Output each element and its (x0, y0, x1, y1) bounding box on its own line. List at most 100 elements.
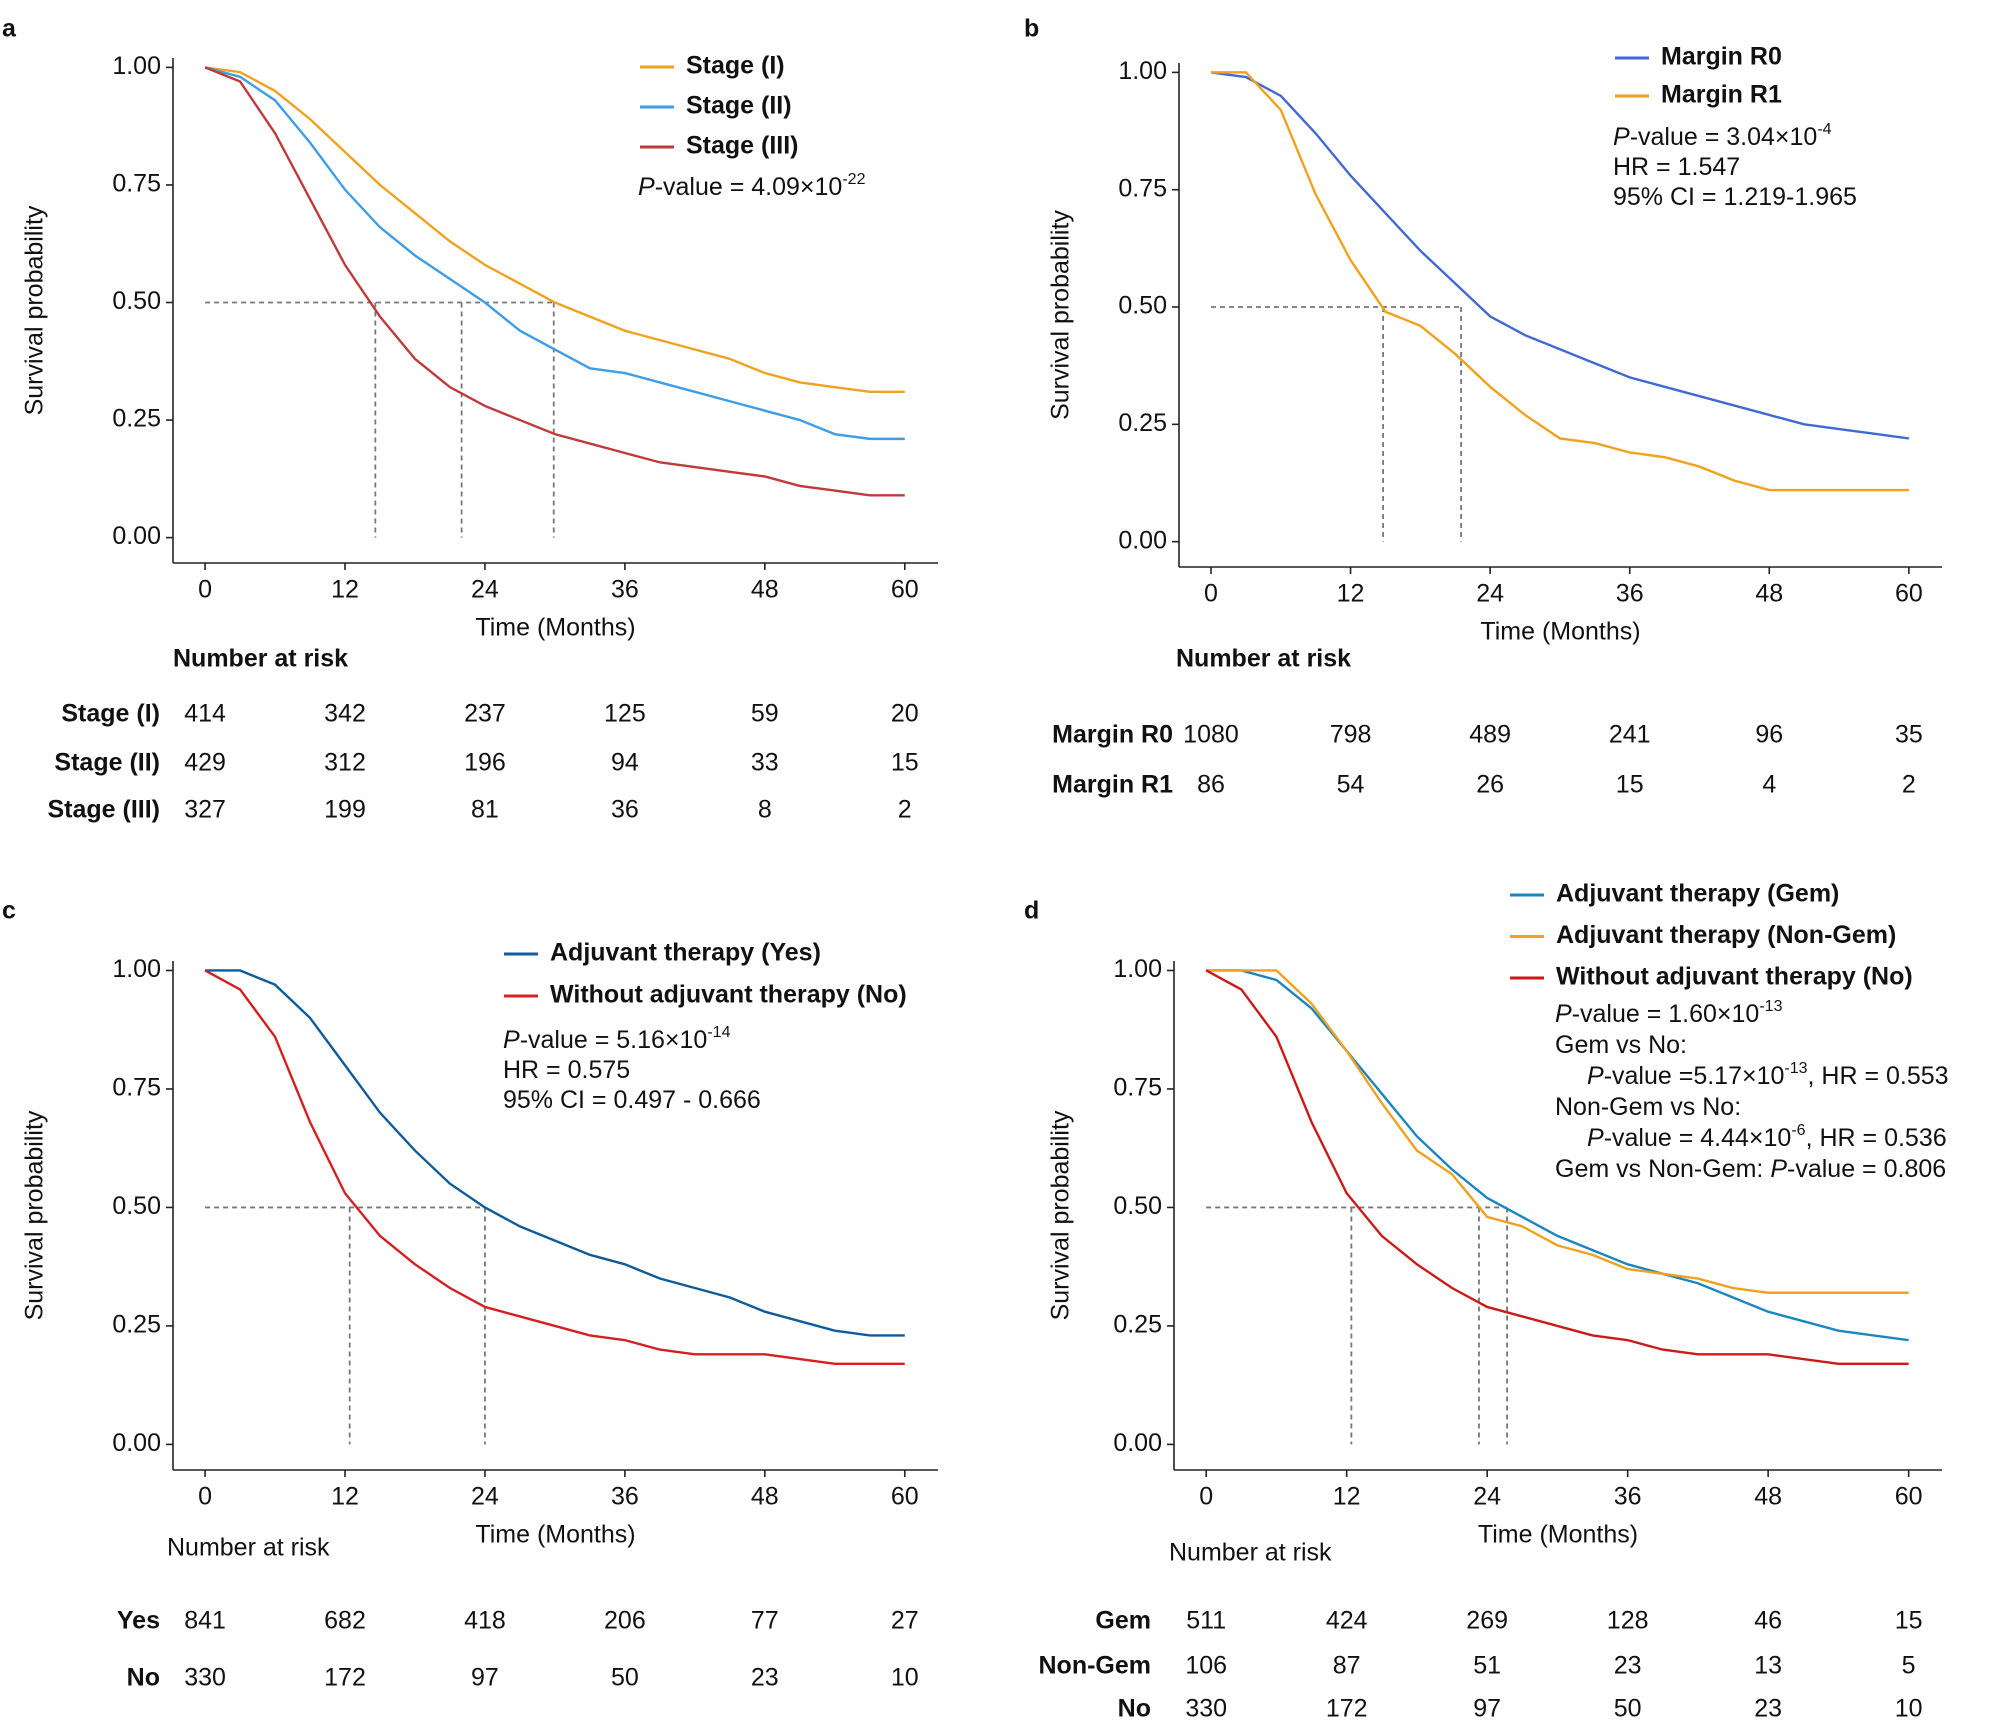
risk-row-name: Stage (III) (47, 796, 160, 824)
x-tick-label: 12 (331, 576, 359, 604)
legend-label: Margin R1 (1661, 81, 1782, 109)
risk-count: 489 (1469, 721, 1511, 749)
annotation-part: 95% CI = 1.219-1.965 (1613, 183, 1857, 211)
risk-count: 342 (324, 700, 366, 728)
survival-curve (204, 969, 905, 1366)
legend-label: Stage (II) (686, 92, 792, 120)
annotation: Gem vs Non-Gem: P-value = 0.806 (1555, 1155, 1946, 1183)
risk-count: 196 (464, 749, 506, 777)
y-tick-label: 1.00 (1113, 955, 1162, 983)
risk-count: 429 (184, 749, 226, 777)
annotation-part: P (1587, 1062, 1604, 1090)
risk-row-name: No (127, 1664, 160, 1692)
annotation-part: -value = 0.806 (1787, 1155, 1946, 1183)
annotation-part: P (1587, 1124, 1604, 1152)
risk-count: 5 (1902, 1652, 1916, 1680)
annotation-part: -6 (1791, 1122, 1805, 1139)
x-tick-label: 48 (751, 1483, 779, 1511)
risk-count: 8 (758, 796, 772, 824)
y-tick-label: 0.00 (112, 1429, 161, 1457)
risk-count: 327 (184, 796, 226, 824)
risk-count: 50 (611, 1664, 639, 1692)
risk-count: 97 (1473, 1695, 1501, 1723)
risk-count: 418 (464, 1607, 506, 1635)
annotation: HR = 0.575 (503, 1056, 630, 1084)
x-tick-label: 12 (1337, 580, 1365, 608)
survival-curve (204, 66, 905, 441)
annotation-part: -value = 5.16×10 (520, 1026, 708, 1054)
annotation-part: , HR = 0.536 (1806, 1124, 1947, 1152)
x-tick-label: 0 (1204, 580, 1218, 608)
legend-label: Adjuvant therapy (Yes) (550, 939, 821, 967)
survival-curve (205, 969, 905, 1337)
x-tick-label: 12 (331, 1483, 359, 1511)
risk-count: 23 (1614, 1652, 1642, 1680)
annotation-part: -value = 4.44×10 (1604, 1124, 1792, 1152)
x-tick-label: 36 (611, 1483, 639, 1511)
y-axis-title: Survival probability (1047, 1110, 1075, 1320)
x-tick-label: 0 (1199, 1483, 1213, 1511)
risk-count: 77 (751, 1607, 779, 1635)
risk-count: 13 (1754, 1652, 1782, 1680)
y-tick-label: 0.75 (1118, 174, 1167, 202)
risk-row-name: Yes (117, 1607, 160, 1635)
risk-count: 59 (751, 700, 779, 728)
risk-count: 94 (611, 749, 639, 777)
y-tick-label: 0.75 (1113, 1074, 1162, 1102)
risk-count: 106 (1185, 1652, 1227, 1680)
annotation-part: P (1555, 1000, 1572, 1028)
x-tick-label: 12 (1333, 1483, 1361, 1511)
risk-count: 10 (891, 1664, 919, 1692)
risk-row-name: Gem (1095, 1607, 1151, 1635)
annotation-part: P (1770, 1155, 1787, 1183)
risk-count: 15 (1895, 1607, 1923, 1635)
annotation: 95% CI = 1.219-1.965 (1613, 183, 1857, 211)
x-tick-label: 48 (1754, 1483, 1782, 1511)
x-tick-label: 24 (471, 576, 499, 604)
legend-label: Without adjuvant therapy (No) (550, 981, 907, 1009)
annotation: P-value = 1.60×10-13 (1555, 998, 1783, 1028)
annotation-part: 95% CI = 0.497 - 0.666 (503, 1086, 761, 1114)
risk-count: 125 (604, 700, 646, 728)
panel-label: a (2, 15, 17, 43)
annotation-part: HR = 0.575 (503, 1056, 630, 1084)
annotation-part: -value =5.17×10 (1604, 1062, 1785, 1090)
y-tick-label: 0.50 (112, 287, 161, 315)
risk-count: 87 (1333, 1652, 1361, 1680)
risk-count: 26 (1476, 771, 1504, 799)
annotation: 95% CI = 0.497 - 0.666 (503, 1086, 761, 1114)
risk-row-name: Non-Gem (1039, 1652, 1152, 1680)
x-tick-label: 24 (1476, 580, 1504, 608)
x-axis-title: Time (Months) (475, 1521, 635, 1549)
annotation-part: , HR = 0.553 (1808, 1062, 1949, 1090)
x-tick-label: 60 (1895, 580, 1923, 608)
risk-count: 841 (184, 1607, 226, 1635)
risk-count: 51 (1473, 1652, 1501, 1680)
survival-curve (1210, 71, 1910, 440)
annotation-part: Non-Gem vs No: (1555, 1093, 1741, 1121)
annotation-part: Gem vs Non-Gem: (1555, 1155, 1770, 1183)
x-tick-label: 60 (891, 1483, 919, 1511)
risk-count: 2 (1902, 771, 1916, 799)
risk-count: 1080 (1183, 721, 1239, 749)
y-axis-title: Survival probability (1047, 210, 1075, 420)
risk-count: 50 (1614, 1695, 1642, 1723)
y-tick-label: 0.50 (1113, 1192, 1162, 1220)
x-tick-label: 24 (1473, 1483, 1501, 1511)
risk-count: 424 (1326, 1607, 1368, 1635)
annotation-part: -value = 4.09×10 (655, 173, 843, 201)
x-tick-label: 0 (198, 576, 212, 604)
y-axis-title: Survival probability (21, 1110, 49, 1320)
annotation: P-value = 5.16×10-14 (503, 1024, 731, 1054)
risk-row-name: Stage (II) (54, 749, 160, 777)
legend-label: Margin R0 (1661, 43, 1782, 71)
x-tick-label: 48 (751, 576, 779, 604)
risk-count: 20 (891, 700, 919, 728)
risk-count: 97 (471, 1664, 499, 1692)
risk-count: 206 (604, 1607, 646, 1635)
annotation: Non-Gem vs No: (1555, 1093, 1741, 1121)
annotation: P-value =5.17×10-13, HR = 0.553 (1587, 1060, 1949, 1090)
annotation-part: -value = 3.04×10 (1630, 123, 1818, 151)
annotation: P-value = 4.09×10-22 (638, 171, 866, 201)
y-tick-label: 0.00 (112, 522, 161, 550)
